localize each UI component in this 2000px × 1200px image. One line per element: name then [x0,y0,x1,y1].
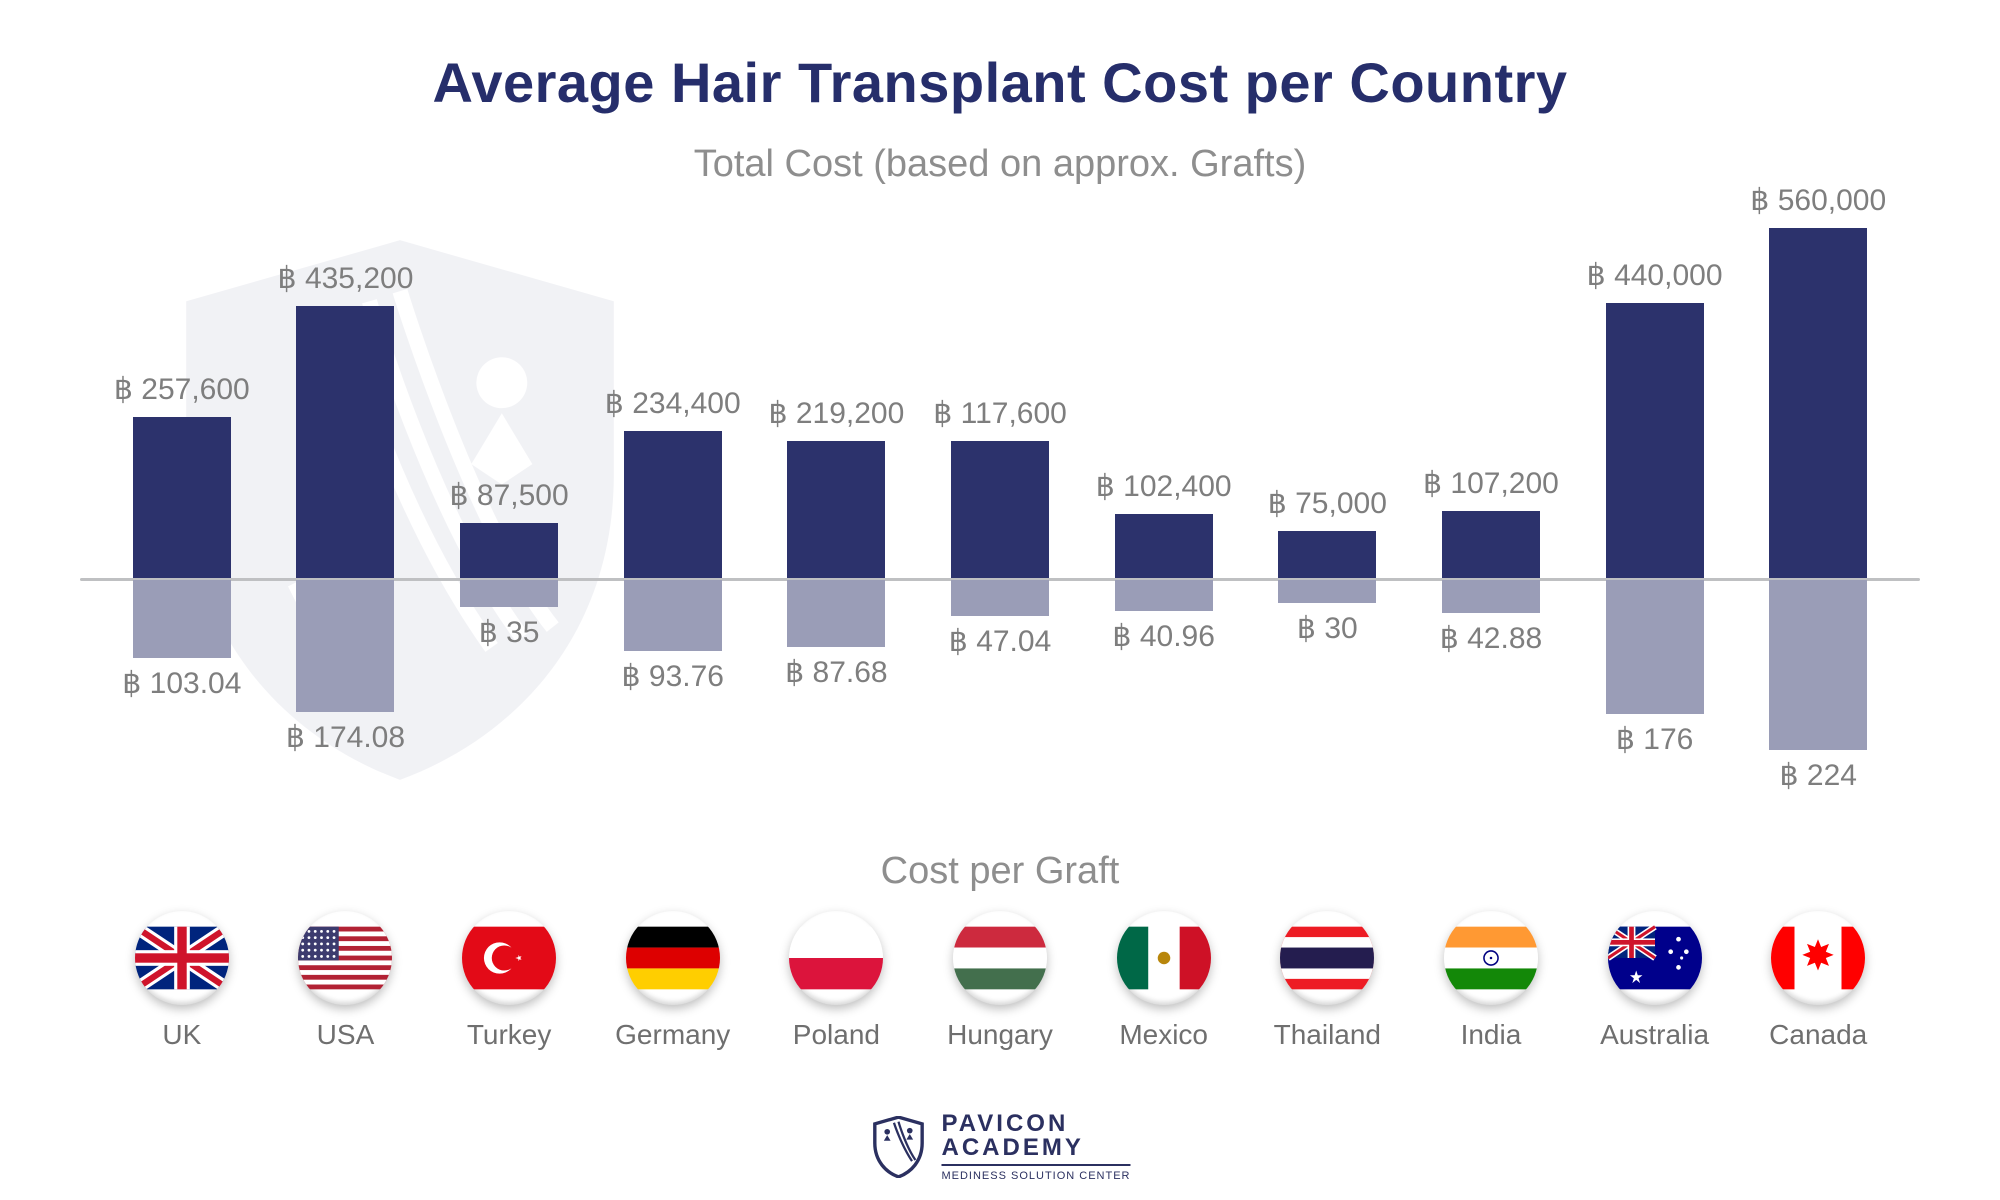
total-cost-bar [1115,514,1213,578]
country-cell: Germany [591,911,755,1051]
per-graft-label: ฿ 35 [479,615,540,650]
total-cost-bar [1769,228,1867,578]
total-cost-bar [296,306,394,578]
per-graft-bar [951,580,1049,616]
per-graft-bar [1769,580,1867,750]
flag-icon [462,911,556,1005]
per-graft-bar [1606,580,1704,714]
per-graft-label: ฿ 103.04 [122,666,241,701]
total-cost-label: ฿ 560,000 [1750,183,1886,218]
lower-axis-label: Cost per Graft [60,850,1940,893]
country-cell: Canada [1736,911,1900,1051]
bar-column: ฿ 440,000 ฿ 176 [1573,198,1737,838]
country-label: Germany [615,1019,730,1051]
total-cost-bar [1278,531,1376,578]
total-cost-bar [460,523,558,578]
per-graft-label: ฿ 224 [1779,758,1856,793]
per-graft-bar [296,580,394,712]
country-label: Turkey [467,1019,552,1051]
country-cell: Australia [1573,911,1737,1051]
country-label: Canada [1769,1019,1867,1051]
per-graft-label: ฿ 87.68 [785,655,888,690]
bar-column: ฿ 87,500 ฿ 35 [427,198,591,838]
bar-column: ฿ 117,600 ฿ 47.04 [918,198,1082,838]
per-graft-bar [1442,580,1540,613]
country-label: India [1461,1019,1522,1051]
total-cost-bar [1606,303,1704,578]
total-cost-label: ฿ 435,200 [278,261,414,296]
bar-column: ฿ 107,200 ฿ 42.88 [1409,198,1573,838]
bar-column: ฿ 102,400 ฿ 40.96 [1082,198,1246,838]
country-cell: Thailand [1245,911,1409,1051]
bar-columns: ฿ 257,600 ฿ 103.04 ฿ 435,200 ฿ 174.08 ฿ 87,5… [100,198,1900,838]
per-graft-bar [460,580,558,607]
flag-icon [298,911,392,1005]
country-cell: India [1409,911,1573,1051]
country-label: USA [317,1019,375,1051]
country-label: Mexico [1119,1019,1208,1051]
country-cell: USA [264,911,428,1051]
per-graft-label: ฿ 40.96 [1112,619,1215,654]
chart-title: Average Hair Transplant Cost per Country [60,50,1940,115]
flag-icon [953,911,1047,1005]
country-label: Hungary [947,1019,1053,1051]
country-label: Poland [793,1019,880,1051]
flag-icon [1444,911,1538,1005]
total-cost-label: ฿ 440,000 [1587,258,1723,293]
per-graft-bar [787,580,885,647]
country-cell: Turkey [427,911,591,1051]
country-label: Australia [1600,1019,1709,1051]
total-cost-label: ฿ 117,600 [933,396,1067,431]
bar-column: ฿ 560,000฿ 224 [1736,198,1900,838]
flag-icon [1771,911,1865,1005]
per-graft-bar [1115,580,1213,611]
total-cost-label: ฿ 257,600 [114,372,250,407]
country-cell: Mexico [1082,911,1246,1051]
flag-icon [1280,911,1374,1005]
total-cost-label: ฿ 102,400 [1096,469,1232,504]
total-cost-bar [624,431,722,578]
bar-column: ฿ 75,000 ฿ 30 [1245,198,1409,838]
total-cost-label: ฿ 87,500 [450,478,569,513]
total-cost-label: ฿ 107,200 [1423,466,1559,501]
flag-icon [626,911,720,1005]
total-cost-bar [787,441,885,578]
flag-icon [1117,911,1211,1005]
per-graft-label: ฿ 174.08 [286,720,405,755]
chart-subtitle: Total Cost (based on approx. Grafts) [60,143,1940,186]
flags-row: UK USA Turkey Germany Poland Hungary Mexico Tha… [60,911,1940,1051]
total-cost-label: ฿ 75,000 [1268,486,1387,521]
total-cost-bar [951,441,1049,578]
per-graft-label: ฿ 30 [1297,611,1358,646]
per-graft-bar [133,580,231,658]
per-graft-label: ฿ 93.76 [621,659,724,694]
country-cell: UK [100,911,264,1051]
flag-icon [1608,911,1702,1005]
bar-column: ฿ 435,200 ฿ 174.08 [264,198,428,838]
total-cost-label: ฿ 234,400 [605,386,741,421]
per-graft-label: ฿ 42.88 [1440,621,1543,656]
total-cost-label: ฿ 219,200 [768,396,904,431]
country-label: Thailand [1274,1019,1381,1051]
total-cost-bar [1442,511,1540,578]
flag-icon [135,911,229,1005]
per-graft-bar [1278,580,1376,603]
total-cost-bar [133,417,231,578]
bar-column: ฿ 219,200 ฿ 87.68 [755,198,919,838]
bar-column: ฿ 234,400 ฿ 93.76 [591,198,755,838]
per-graft-label: ฿ 47.04 [949,624,1052,659]
country-cell: Poland [755,911,919,1051]
chart-area: ฿ 257,600 ฿ 103.04 ฿ 435,200 ฿ 174.08 ฿ 87,5… [60,198,1940,838]
per-graft-bar [624,580,722,651]
per-graft-label: ฿ 176 [1616,722,1693,757]
flag-icon [789,911,883,1005]
bar-column: ฿ 257,600 ฿ 103.04 [100,198,264,838]
country-label: UK [162,1019,201,1051]
country-cell: Hungary [918,911,1082,1051]
